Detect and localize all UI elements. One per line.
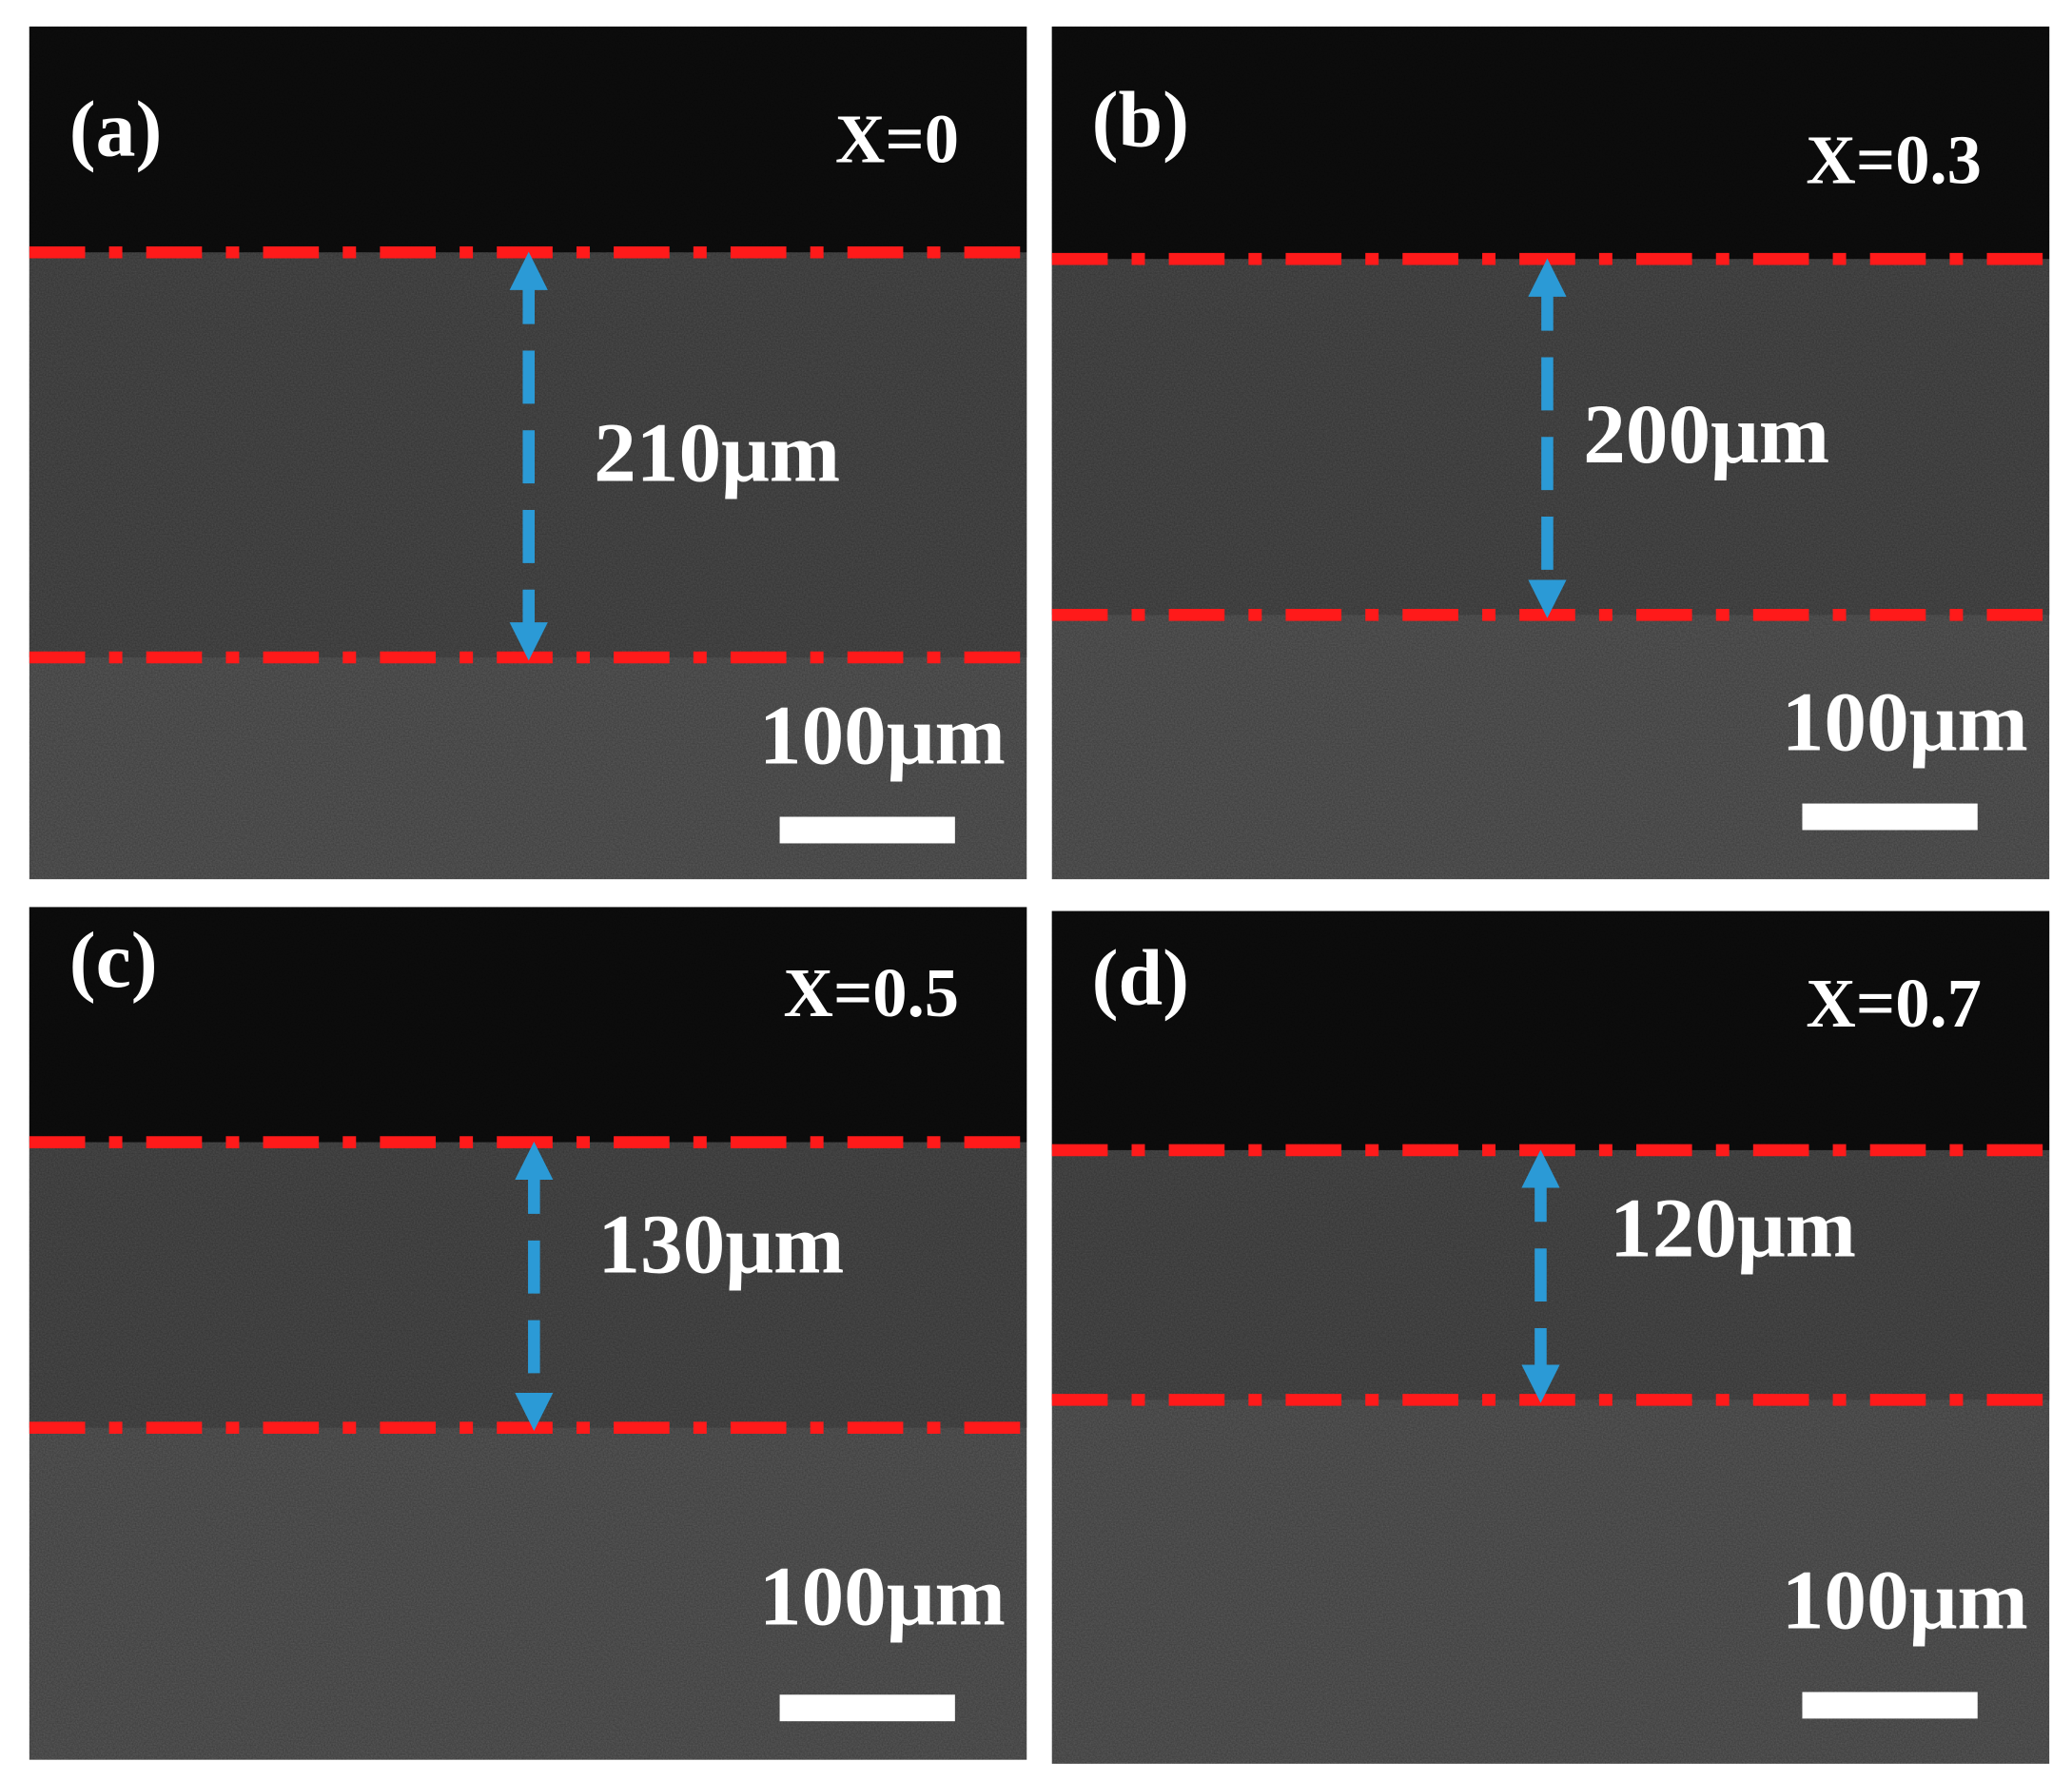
scale-bar bbox=[779, 1694, 955, 1722]
composition-label: X=0.3 bbox=[1806, 122, 1981, 199]
scale-bar bbox=[779, 816, 955, 844]
composition-label: X=0 bbox=[835, 100, 959, 177]
scale-bar-label: 100μm bbox=[759, 1549, 1006, 1643]
scale-bar bbox=[1802, 803, 1978, 831]
scale-bar-label: 100μm bbox=[1782, 675, 2028, 770]
micrograph-panel: (a) X=0 210μm 100μm bbox=[29, 26, 1027, 880]
scale-bar bbox=[1802, 1692, 1978, 1719]
panel-label: (a) bbox=[69, 85, 163, 173]
panel-label: (d) bbox=[1092, 933, 1189, 1022]
micrograph-panel: (c) X=0.5 130μm 100μm bbox=[29, 907, 1027, 1760]
scale-bar-label: 100μm bbox=[759, 689, 1006, 783]
scale-bar-label: 100μm bbox=[1782, 1553, 2028, 1647]
micrograph-panel: (b) X=0.3 200μm 100μm bbox=[1051, 26, 2050, 880]
thickness-label: 120μm bbox=[1610, 1182, 1856, 1276]
micrograph-panel: (d) X=0.7 120μm 100μm bbox=[1051, 910, 2050, 1764]
composition-label: X=0.5 bbox=[784, 954, 959, 1031]
panel-label: (b) bbox=[1092, 76, 1189, 165]
thickness-label: 200μm bbox=[1583, 387, 1829, 481]
thickness-label: 130μm bbox=[597, 1197, 844, 1291]
panel-label: (c) bbox=[69, 916, 158, 1005]
composition-label: X=0.7 bbox=[1806, 965, 1981, 1042]
thickness-label: 210μm bbox=[594, 405, 840, 499]
